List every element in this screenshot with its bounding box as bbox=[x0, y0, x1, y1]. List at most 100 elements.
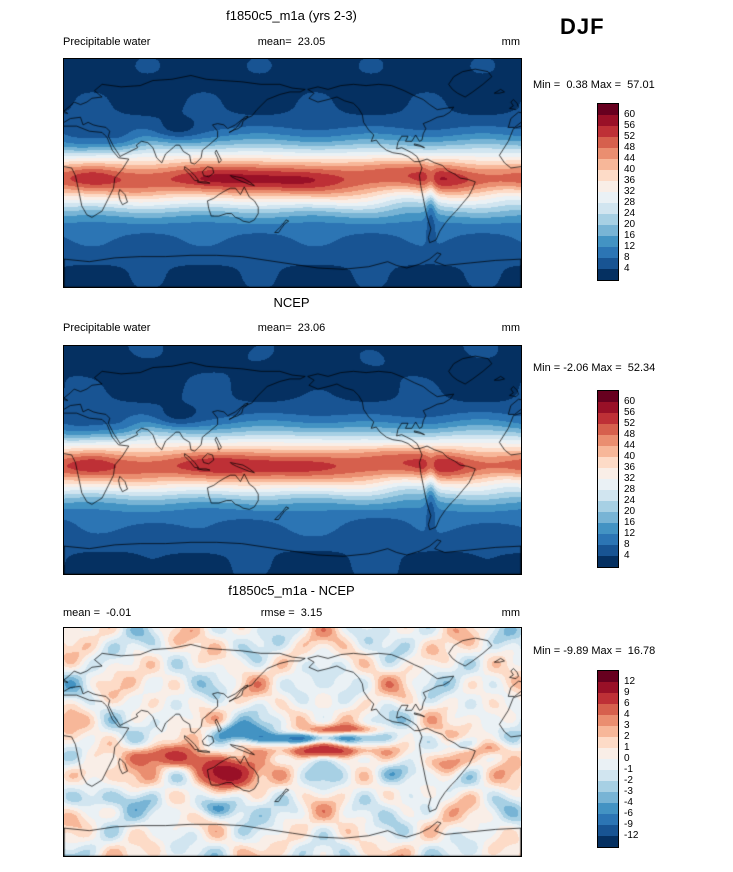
colorbar-tick-label: 0 bbox=[624, 753, 630, 764]
colorbar-tick-label: 4 bbox=[624, 709, 630, 720]
colorbar-tick-label: 48 bbox=[624, 429, 636, 440]
colorbar-tick-label: 24 bbox=[624, 495, 636, 506]
colorbar-tick-label: 3 bbox=[624, 720, 630, 731]
colorbar-swatch bbox=[598, 693, 618, 704]
colorbar-swatch bbox=[598, 402, 618, 413]
colorbar-tick-label: -6 bbox=[624, 808, 633, 819]
colorbar-swatch bbox=[598, 671, 618, 682]
colorbar-tick-label: 52 bbox=[624, 418, 636, 429]
colorbar-swatch bbox=[598, 523, 618, 534]
colorbar-swatch bbox=[598, 468, 618, 479]
model-variable-label: Precipitable water bbox=[63, 36, 151, 48]
colorbar-tick-label: 24 bbox=[624, 208, 636, 219]
colorbar-swatch bbox=[598, 126, 618, 137]
colorbar-swatch bbox=[598, 501, 618, 512]
colorbar-swatch bbox=[598, 781, 618, 792]
model-mean-label: mean= 23.05 bbox=[257, 36, 326, 48]
colorbar-swatch bbox=[598, 446, 618, 457]
obs-mean-label: mean= 23.06 bbox=[257, 322, 326, 334]
colorbar-swatch bbox=[598, 682, 618, 693]
colorbar-tick-label: 1 bbox=[624, 742, 630, 753]
colorbar-tick-label: 28 bbox=[624, 197, 636, 208]
colorbar-tick-label: -2 bbox=[624, 775, 633, 786]
colorbar-tick-label: 20 bbox=[624, 506, 636, 517]
colorbar-tick-label: 12 bbox=[624, 528, 636, 539]
colorbar-swatch bbox=[598, 115, 618, 126]
diff-map-canvas bbox=[63, 627, 522, 857]
diff-units-label: mm bbox=[501, 607, 520, 619]
colorbar-tick-label: 40 bbox=[624, 451, 636, 462]
colorbar-swatch bbox=[598, 170, 618, 181]
colorbar-tick-label: 48 bbox=[624, 142, 636, 153]
colorbar-tick-label: 20 bbox=[624, 219, 636, 230]
colorbar-swatch bbox=[598, 836, 618, 847]
colorbar-swatch bbox=[598, 413, 618, 424]
colorbar-tick-label: 36 bbox=[624, 462, 636, 473]
colorbar-tick-label: 44 bbox=[624, 440, 636, 451]
colorbar-swatch bbox=[598, 814, 618, 825]
colorbar-tick-label: 52 bbox=[624, 131, 636, 142]
colorbar-tick-label: 32 bbox=[624, 473, 636, 484]
colorbar-swatch bbox=[598, 490, 618, 501]
colorbar-tick-label: 6 bbox=[624, 698, 630, 709]
obs-colorbar-blocks bbox=[597, 390, 619, 568]
colorbar-swatch bbox=[598, 192, 618, 203]
diff-colorbar-blocks bbox=[597, 670, 619, 848]
diff-mean-label: mean = -0.01 bbox=[63, 607, 132, 619]
colorbar-tick-label: 28 bbox=[624, 484, 636, 495]
colorbar-tick-label: 4 bbox=[624, 550, 630, 561]
colorbar-tick-label: 12 bbox=[624, 676, 636, 687]
obs-minmax-label: Min = -2.06 Max = 52.34 bbox=[533, 362, 656, 374]
colorbar-tick-label: 8 bbox=[624, 252, 630, 263]
colorbar-tick-label: 44 bbox=[624, 153, 636, 164]
colorbar-swatch bbox=[598, 556, 618, 567]
model-label-row: Precipitable water mean= 23.05 mm bbox=[63, 36, 520, 50]
colorbar-swatch bbox=[598, 181, 618, 192]
colorbar-swatch bbox=[598, 512, 618, 523]
colorbar-swatch bbox=[598, 424, 618, 435]
colorbar-swatch bbox=[598, 457, 618, 468]
colorbar-swatch bbox=[598, 247, 618, 258]
diff-colorbar: 12 9 6 4 3 2 1 0 -1 -2 -3 -4 -6 -9 -12 bbox=[597, 670, 667, 848]
model-units-label: mm bbox=[501, 36, 520, 48]
model-panel-title: f1850c5_m1a (yrs 2-3) bbox=[226, 8, 357, 23]
colorbar-swatch bbox=[598, 792, 618, 803]
colorbar-swatch bbox=[598, 148, 618, 159]
colorbar-swatch bbox=[598, 545, 618, 556]
colorbar-swatch bbox=[598, 479, 618, 490]
colorbar-swatch bbox=[598, 236, 618, 247]
diff-rmse-label: rmse = 3.15 bbox=[260, 607, 323, 619]
colorbar-swatch bbox=[598, 258, 618, 269]
colorbar-tick-label: 8 bbox=[624, 539, 630, 550]
colorbar-tick-label: -9 bbox=[624, 819, 633, 830]
obs-label-row: Precipitable water mean= 23.06 mm bbox=[63, 322, 520, 336]
colorbar-swatch bbox=[598, 203, 618, 214]
colorbar-tick-label: 32 bbox=[624, 186, 636, 197]
obs-variable-label: Precipitable water bbox=[63, 322, 151, 334]
colorbar-tick-label: -3 bbox=[624, 786, 633, 797]
obs-units-label: mm bbox=[501, 322, 520, 334]
diff-label-row: mean = -0.01 rmse = 3.15 mm bbox=[63, 607, 520, 621]
colorbar-swatch bbox=[598, 104, 618, 115]
colorbar-tick-label: 60 bbox=[624, 109, 636, 120]
colorbar-swatch bbox=[598, 391, 618, 402]
colorbar-tick-label: 12 bbox=[624, 241, 636, 252]
obs-colorbar: 60 56 52 48 44 40 36 32 28 24 20 16 12 8 4 bbox=[597, 390, 667, 568]
colorbar-swatch bbox=[598, 715, 618, 726]
diff-panel-title: f1850c5_m1a - NCEP bbox=[228, 583, 355, 598]
colorbar-swatch bbox=[598, 825, 618, 836]
colorbar-tick-label: 36 bbox=[624, 175, 636, 186]
model-map-canvas bbox=[63, 58, 522, 288]
diff-minmax-label: Min = -9.89 Max = 16.78 bbox=[533, 645, 656, 657]
colorbar-swatch bbox=[598, 225, 618, 236]
colorbar-swatch bbox=[598, 748, 618, 759]
model-colorbar-blocks bbox=[597, 103, 619, 281]
colorbar-swatch bbox=[598, 726, 618, 737]
colorbar-tick-label: -12 bbox=[624, 830, 639, 841]
season-label: DJF bbox=[560, 14, 605, 39]
colorbar-tick-label: 16 bbox=[624, 230, 636, 241]
colorbar-tick-label: 56 bbox=[624, 407, 636, 418]
colorbar-swatch bbox=[598, 803, 618, 814]
colorbar-tick-label: 2 bbox=[624, 731, 630, 742]
model-colorbar: 60 56 52 48 44 40 36 32 28 24 20 16 12 8 4 bbox=[597, 103, 667, 281]
